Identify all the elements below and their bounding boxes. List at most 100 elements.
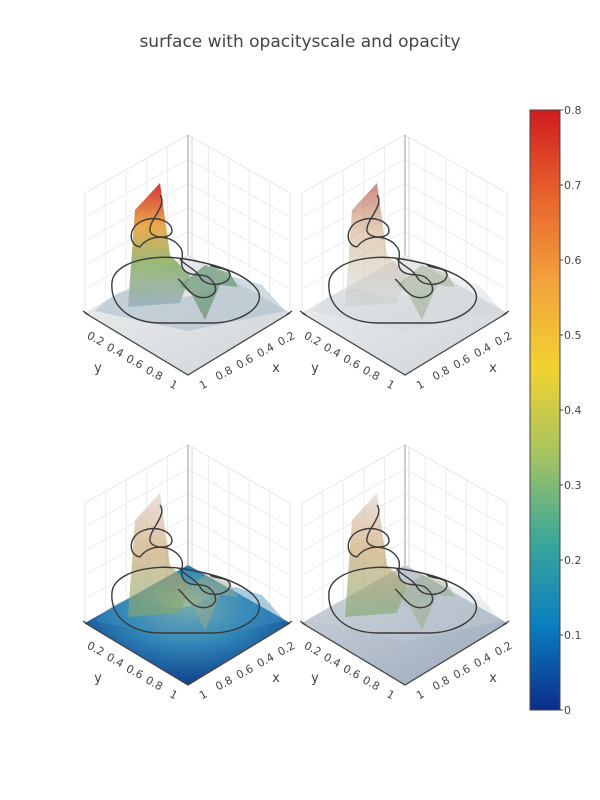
x-tick-label: 0.8 — [213, 364, 235, 384]
contour-inner — [347, 194, 390, 248]
surface-ridge — [397, 575, 455, 630]
colorbar-tick-label: 0.5 — [564, 329, 582, 342]
y-tick-label: 0.8 — [360, 674, 382, 694]
surface-ridge — [397, 265, 455, 320]
colorbar-tick-label: 0 — [564, 704, 571, 717]
y-tick-label: 0.4 — [321, 341, 343, 361]
y-tick-label: 0.6 — [341, 352, 363, 372]
back-wall-right — [187, 134, 291, 314]
contour-tail — [179, 568, 231, 595]
y-tick-label: 1 — [168, 688, 180, 703]
colorbar-tick-label: 0.7 — [564, 179, 582, 192]
contour-outer — [328, 566, 478, 634]
surface — [312, 493, 502, 641]
colorbar-tick-label: 0.1 — [564, 629, 582, 642]
x-tick-label: 0.2 — [276, 639, 298, 659]
y-tick-label: 0.8 — [143, 674, 165, 694]
y-axis-title: y — [94, 671, 102, 686]
floor-edge — [84, 622, 291, 686]
x-tick-label: 1 — [414, 688, 426, 703]
y-tick-label: 0.2 — [302, 329, 324, 349]
colorbar-tick-label: 0.4 — [564, 404, 582, 417]
surface-peak — [345, 183, 407, 307]
surface-peak — [345, 493, 407, 617]
contour-outer — [328, 256, 478, 324]
contour-lines — [111, 504, 261, 634]
contour-lines — [111, 194, 261, 324]
contour-inner — [347, 504, 390, 558]
surface-peak — [128, 493, 190, 617]
y-axis-title: y — [311, 361, 319, 376]
contour-tail — [179, 258, 231, 285]
x-tick-label: 0.4 — [255, 651, 277, 671]
x-tick-label: 0.4 — [255, 341, 277, 361]
y-tick-label: 0.6 — [124, 352, 146, 372]
contour-lines — [328, 504, 478, 634]
scene-2[interactable]: 0.20.40.60.810.20.40.60.81y x — [299, 134, 515, 393]
x-tick-label: 0.2 — [276, 329, 298, 349]
x-tick-label: 0.4 — [472, 651, 494, 671]
y-tick-label: 0.2 — [85, 329, 107, 349]
contour-tail — [396, 568, 448, 595]
colorbar-tick-label: 0.2 — [564, 554, 582, 567]
x-axis-title: x — [272, 361, 280, 376]
x-tick-label: 0.8 — [213, 674, 235, 694]
x-tick-label: 0.8 — [430, 674, 452, 694]
floor-edge — [301, 312, 508, 376]
x-tick-label: 1 — [197, 688, 209, 703]
y-tick-label: 0.6 — [341, 662, 363, 682]
colorbar-tick-label: 0.6 — [564, 254, 582, 267]
y-tick-label: 0.4 — [104, 341, 126, 361]
x-tick-label: 0.4 — [472, 341, 494, 361]
y-tick-label: 0.4 — [321, 651, 343, 671]
contour-tail — [396, 258, 448, 285]
scene-1[interactable]: 0.20.40.60.810.20.40.60.81y x — [82, 134, 298, 393]
x-tick-label: 1 — [414, 378, 426, 393]
contour-middle — [356, 546, 434, 609]
contour-middle — [139, 236, 217, 299]
y-tick-label: 1 — [385, 688, 397, 703]
surface — [95, 493, 285, 641]
floor-edge — [301, 622, 508, 686]
y-tick-label: 0.4 — [104, 651, 126, 671]
contour-inner — [130, 194, 173, 248]
floor-edge — [84, 312, 291, 376]
x-axis-title: x — [489, 361, 497, 376]
surface — [95, 183, 285, 331]
surface — [312, 183, 502, 331]
contour-middle — [139, 546, 217, 609]
y-tick-label: 0.2 — [302, 639, 324, 659]
x-tick-label: 0.6 — [451, 662, 473, 682]
contour-lines — [328, 194, 478, 324]
surface-ridge — [180, 575, 238, 630]
contour-outer — [111, 566, 261, 634]
x-tick-label: 0.6 — [234, 662, 256, 682]
y-tick-label: 0.2 — [85, 639, 107, 659]
contour-middle — [356, 236, 434, 299]
chart-title: surface with opacityscale and opacity — [139, 32, 461, 52]
contour-inner — [130, 504, 173, 558]
contour-outer — [111, 256, 261, 324]
y-tick-label: 1 — [168, 378, 180, 393]
colorbar-tick-label: 0.3 — [564, 479, 582, 492]
y-axis-title: y — [311, 671, 319, 686]
scene-4[interactable]: 0.20.40.60.810.20.40.60.81y x — [299, 444, 515, 703]
y-tick-label: 1 — [385, 378, 397, 393]
x-tick-label: 0.2 — [493, 329, 515, 349]
colorbar-gradient — [529, 109, 561, 711]
x-tick-label: 1 — [197, 378, 209, 393]
x-tick-label: 0.8 — [430, 364, 452, 384]
colorbar-tick-label: 0.8 — [564, 104, 582, 117]
x-tick-label: 0.2 — [493, 639, 515, 659]
x-axis-title: x — [272, 671, 280, 686]
y-tick-label: 0.6 — [124, 662, 146, 682]
surface-ridge — [180, 265, 238, 320]
colorbar: 0 0.1 0.2 0.3 0.4 0.5 0.6 0.7 0.8 — [529, 104, 582, 717]
y-axis-title: y — [94, 361, 102, 376]
x-tick-label: 0.6 — [234, 352, 256, 372]
y-tick-label: 0.8 — [143, 364, 165, 384]
y-tick-label: 0.8 — [360, 364, 382, 384]
surface-peak — [128, 183, 190, 307]
scene-3[interactable]: 0.20.40.60.810.20.40.60.81y x — [82, 444, 298, 703]
